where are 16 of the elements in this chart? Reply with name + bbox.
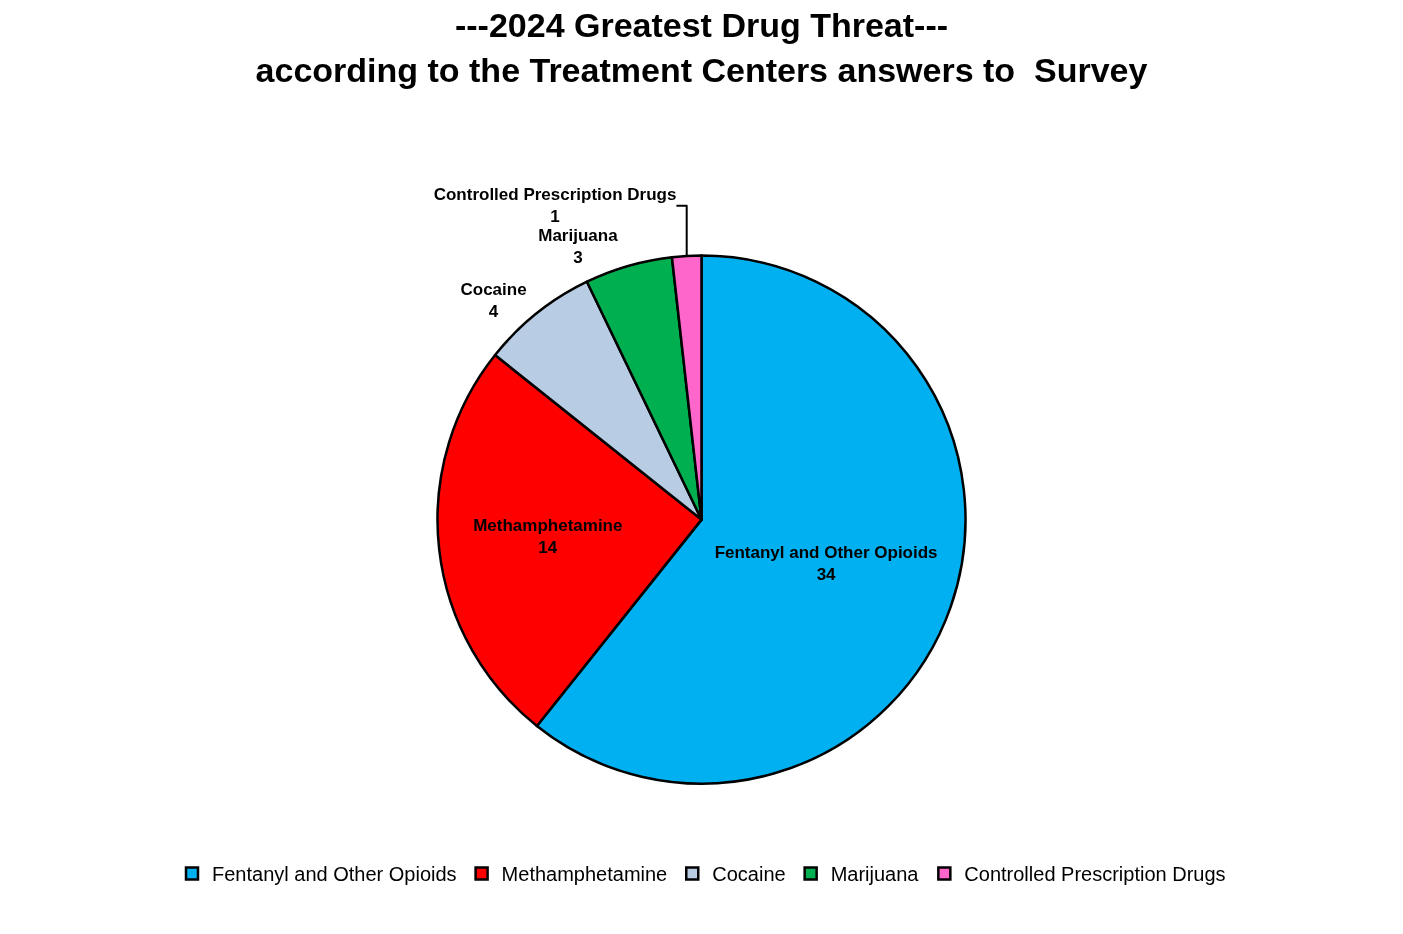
legend-label: Marijuana [830,863,920,886]
legend-label: Methamphetamine [501,863,668,886]
slice-label: Controlled Prescription Drugs [433,185,677,205]
data-label: 1 [550,207,560,227]
legend-label: Fentanyl and Other Opioids [212,863,457,886]
data-label: 34 [816,564,837,584]
legend-label: Cocaine [712,863,786,886]
slice-label: Fentanyl and Other Opioids [714,542,938,562]
slice-label: Cocaine [460,280,527,300]
legend-label: Controlled Prescription Drugs [964,863,1226,886]
slice-label: Methamphetamine [473,516,623,536]
chart-title: ---2024 Greatest Drug Threat--- according to the Treatment Centers answers to Survey [255,6,1148,89]
data-label: 14 [538,538,558,558]
data-label: 4 [488,302,499,322]
data-label: 3 [573,248,583,268]
slice-label: Marijuana [538,226,619,246]
